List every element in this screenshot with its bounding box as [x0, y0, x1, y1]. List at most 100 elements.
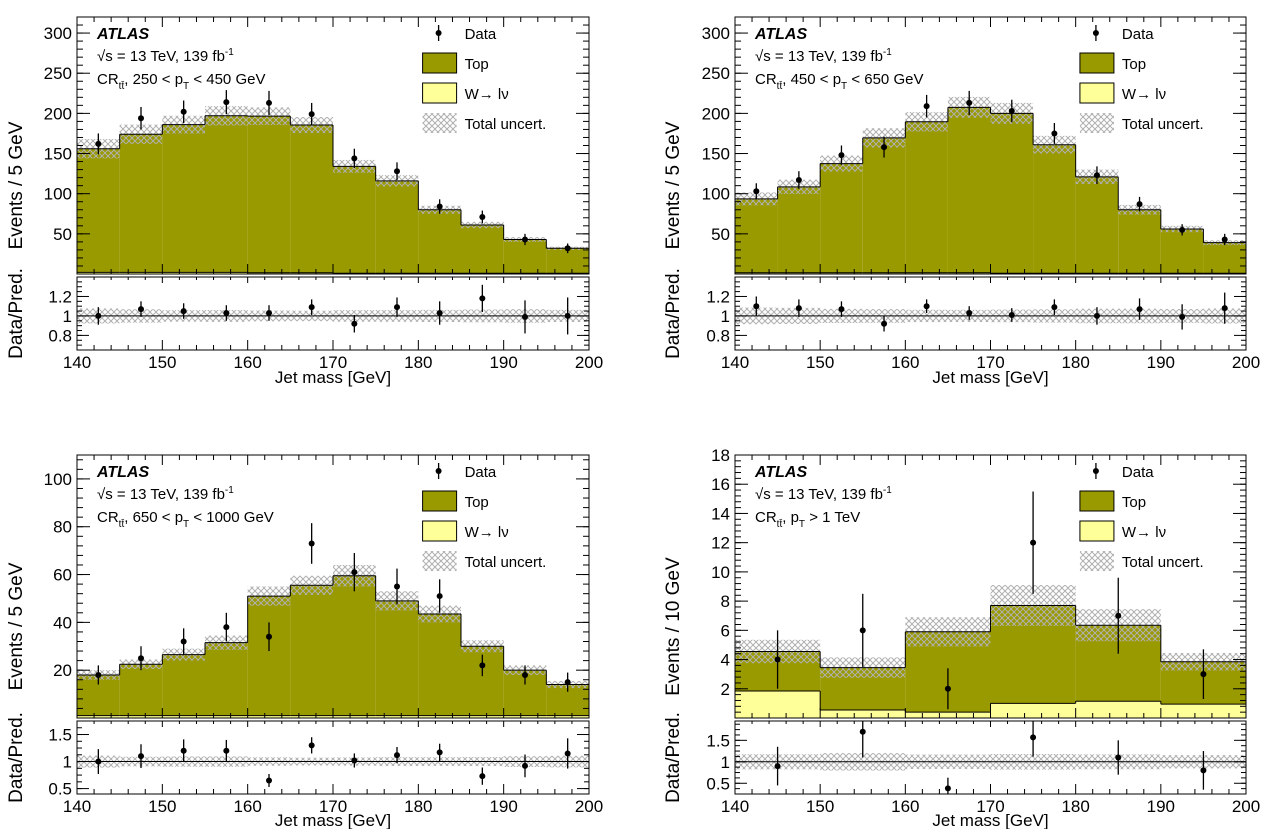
legend-top-swatch [422, 490, 458, 512]
region-range-post: < 650 GeV [847, 71, 923, 88]
x-tick-label: 140 [63, 353, 91, 372]
w-bar [205, 272, 248, 274]
top-bar [290, 125, 333, 273]
top-bar [77, 148, 120, 273]
main-pad: 2 4 6 8 10 12 14 16 18 [711, 446, 1247, 719]
w-bar [418, 715, 461, 718]
top-bar [820, 163, 863, 273]
data-point [795, 177, 802, 184]
energy-lumi-sup: -1 [225, 47, 234, 58]
y-axis-title: Events / 10 GeV [663, 557, 684, 696]
legend-unc-label: Total uncert. [1122, 116, 1204, 133]
data-point [266, 633, 272, 640]
top-bar [333, 166, 376, 274]
legend-data-label: Data [465, 464, 497, 481]
ratio-point [223, 747, 230, 754]
y-tick-label: 150 [44, 145, 72, 164]
w-bar [735, 272, 778, 274]
ratio-point [564, 312, 571, 319]
ratio-point [1115, 754, 1122, 761]
ratio-point [1221, 305, 1228, 312]
x-tick-label: 160 [891, 353, 919, 372]
y-tick-label: 10 [711, 563, 730, 582]
top-bar [735, 198, 778, 273]
legend-unc-swatch [422, 551, 457, 571]
ratio-y-axis-title: Data/Pred. [6, 712, 27, 803]
top-bar [119, 134, 163, 273]
region-range-post: < 450 GeV [189, 71, 265, 88]
ratio-point [774, 763, 781, 770]
y-tick-label: 100 [702, 185, 730, 204]
legend-top-label: Top [1122, 56, 1146, 73]
x-tick-label: 170 [319, 797, 347, 816]
region-prefix: CR [97, 509, 119, 526]
w-bar [375, 715, 419, 718]
x-tick-label: 190 [1147, 353, 1175, 372]
legend-data-marker [1092, 30, 1099, 36]
top-bar [375, 180, 419, 274]
energy-lumi-main: √s = 13 TeV, 139 fb [755, 48, 883, 65]
x-tick-label: 180 [1061, 797, 1089, 816]
legend-w-swatch [1079, 82, 1115, 104]
top-bar [418, 209, 461, 274]
top-bar [375, 600, 419, 716]
data-point [1008, 107, 1015, 114]
y-tick-label: 250 [702, 64, 730, 83]
region-range-sub: T [183, 81, 189, 92]
legend: Data Top W→ lν Total uncert. [1079, 463, 1204, 571]
legend-w-label: W→ lν [1122, 86, 1166, 103]
y-tick-label: 60 [53, 566, 72, 585]
legend-top-swatch [1079, 52, 1115, 74]
x-tick-label: 200 [1232, 353, 1260, 372]
x-tick-label: 170 [976, 353, 1004, 372]
data-point [1051, 130, 1058, 137]
y-tick-label: 2 [721, 680, 730, 699]
region-prefix: CR [755, 71, 777, 88]
ratio-point [138, 306, 144, 313]
data-point [394, 168, 400, 175]
legend-data-marker [435, 30, 442, 36]
top-bar [290, 585, 333, 716]
legend-w-swatch [1079, 520, 1115, 542]
y-tick-label: 12 [711, 534, 730, 553]
data-point [753, 188, 760, 195]
ratio-point [838, 306, 845, 313]
legend: Data Top W→ lν Total uncert. [1079, 25, 1204, 133]
energy-lumi-main: √s = 13 TeV, 139 fb [97, 48, 225, 65]
data-point [180, 108, 187, 115]
energy-lumi-label: √s = 13 TeV, 139 fb-1 [97, 47, 234, 65]
ratio-point [522, 762, 528, 769]
legend-data-marker [1092, 468, 1099, 474]
y-tick-label: 16 [711, 475, 730, 494]
energy-lumi-main: √s = 13 TeV, 139 fb [755, 486, 883, 503]
data-point [522, 671, 528, 678]
w-bar [119, 715, 163, 718]
legend-data-label: Data [1122, 464, 1154, 481]
legend-unc-swatch [1079, 551, 1114, 571]
y-tick-label: 8 [721, 592, 730, 611]
atlas-label: ATLAS [754, 464, 807, 481]
ratio-point [1136, 306, 1143, 313]
ratio-point [394, 304, 400, 311]
top-bar [777, 186, 821, 273]
top-bar [205, 642, 248, 716]
y-tick-label: 50 [711, 225, 730, 244]
top-bar [1118, 209, 1161, 274]
x-tick-label: 140 [721, 797, 749, 816]
region-label: CRtt̄, 250 < pT < 450 GeV [97, 71, 265, 92]
x-tick-label: 190 [489, 353, 517, 372]
ratio-point [1030, 734, 1037, 741]
legend-data-label: Data [1122, 26, 1154, 43]
legend-top-label: Top [465, 56, 489, 73]
atlas-label: ATLAS [754, 26, 807, 43]
w-bar [905, 272, 948, 274]
ratio-point [138, 753, 144, 760]
ratio-point [394, 752, 400, 759]
y-tick-label: 4 [721, 651, 730, 670]
ratio-point [479, 773, 486, 780]
x-tick-label: 150 [148, 353, 176, 372]
legend-top-swatch [1079, 490, 1115, 512]
data-point [1030, 539, 1037, 546]
w-bar [1160, 704, 1246, 718]
